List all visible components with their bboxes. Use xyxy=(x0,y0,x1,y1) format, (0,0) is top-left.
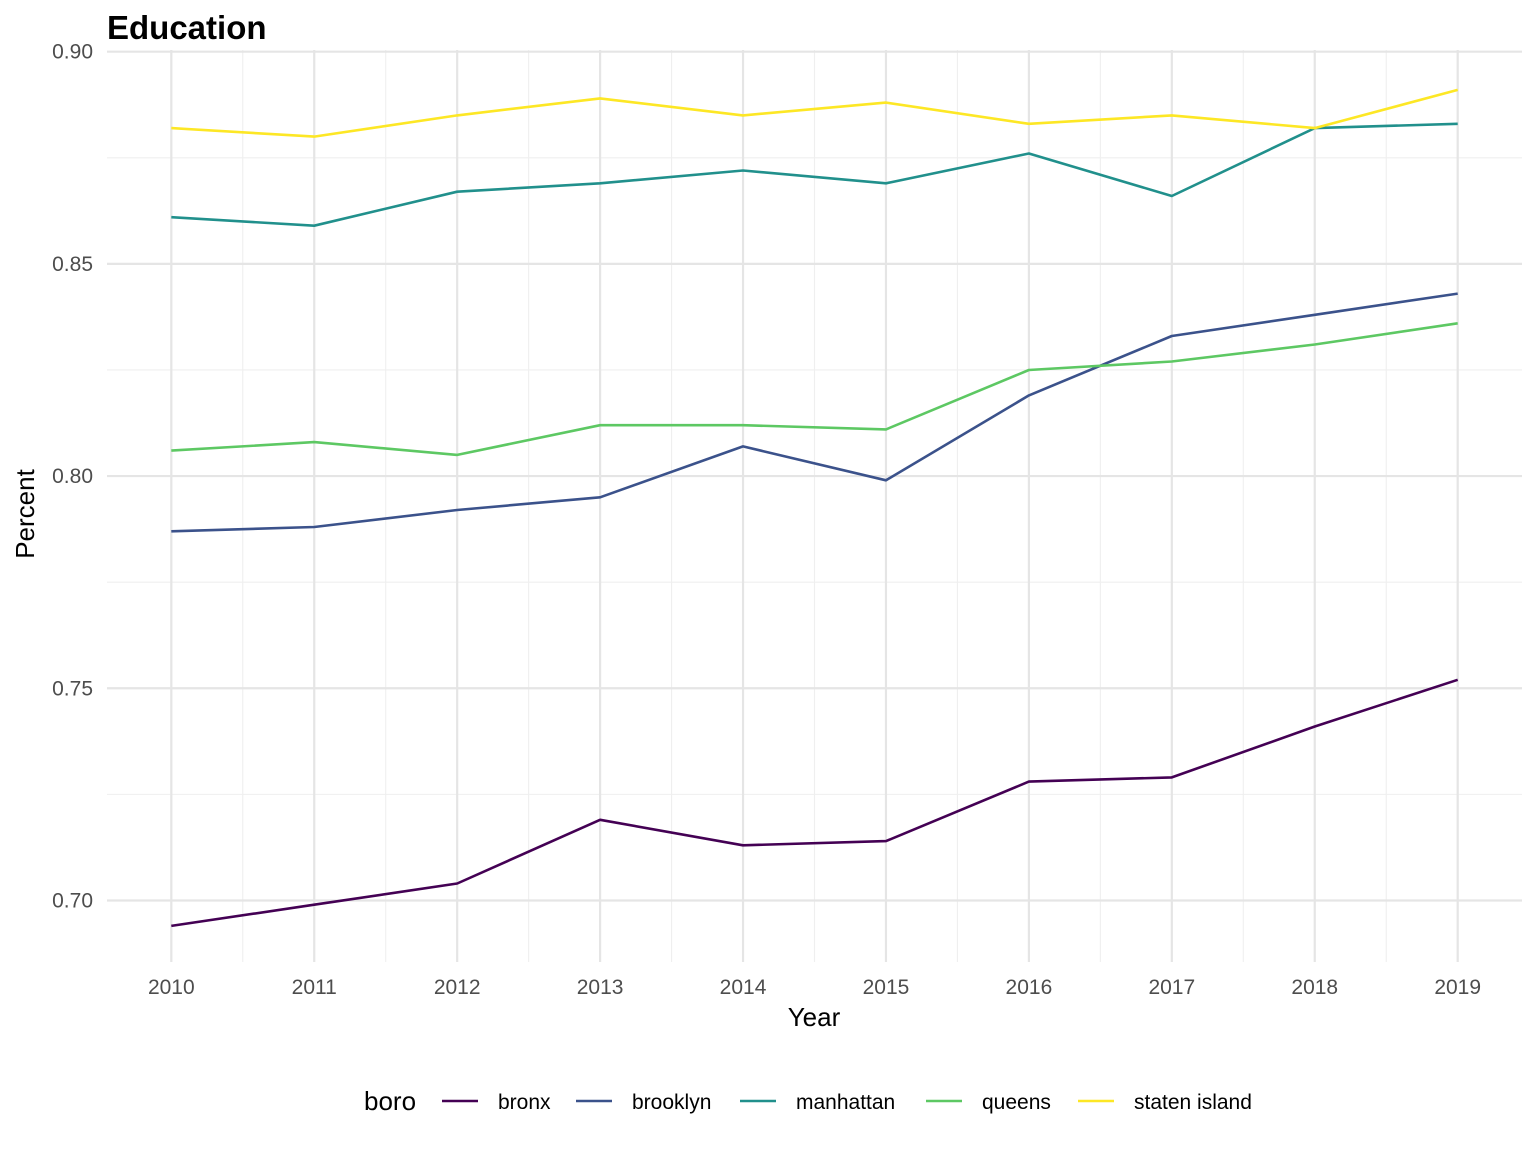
x-tick-label: 2016 xyxy=(1006,976,1053,999)
series-line-bronx xyxy=(171,678,1459,928)
x-tick-label: 2010 xyxy=(148,976,195,999)
y-tick-label: 0.80 xyxy=(52,465,93,488)
legend-label-manhattan: manhattan xyxy=(796,1091,895,1114)
x-tick-label: 2019 xyxy=(1434,976,1481,999)
y-tick-label: 0.70 xyxy=(52,889,93,912)
x-tick-label: 2011 xyxy=(292,976,337,999)
legend-title: boro xyxy=(364,1086,416,1116)
legend-label-brooklyn: brooklyn xyxy=(632,1091,711,1114)
y-tick-label: 0.85 xyxy=(52,253,93,276)
series-line-manhattan xyxy=(171,122,1458,227)
x-tick-label: 2015 xyxy=(863,976,910,999)
x-tick-label: 2014 xyxy=(720,976,767,999)
x-tick-labels: 2010 2011 2012 2013 2014 2015 2016 2017 2018 2019 xyxy=(148,976,1481,999)
series-layer xyxy=(171,88,1459,928)
x-tick-label: 2013 xyxy=(577,976,624,999)
y-tick-label: 0.90 xyxy=(52,41,93,64)
grid-layer xyxy=(107,50,1522,962)
chart-title: Education xyxy=(107,9,267,46)
x-axis-title: Year xyxy=(788,1002,841,1032)
y-tick-labels: 0.70 0.75 0.80 0.85 0.90 xyxy=(52,41,93,913)
y-axis-title: Percent xyxy=(10,468,40,558)
legend-label-bronx: bronx xyxy=(498,1091,551,1114)
y-tick-label: 0.75 xyxy=(52,677,93,700)
x-tick-label: 2018 xyxy=(1291,976,1338,999)
x-tick-label: 2017 xyxy=(1148,976,1195,999)
x-tick-label: 2012 xyxy=(434,976,481,999)
legend-label-queens: queens xyxy=(982,1091,1051,1114)
series-line-staten-island xyxy=(171,88,1459,138)
series-line-brooklyn xyxy=(171,292,1458,533)
legend: boro bronx brooklyn manhattan queens staten … xyxy=(364,1086,1252,1116)
series-line-queens xyxy=(171,322,1458,457)
legend-label-staten-island: staten island xyxy=(1134,1091,1252,1114)
